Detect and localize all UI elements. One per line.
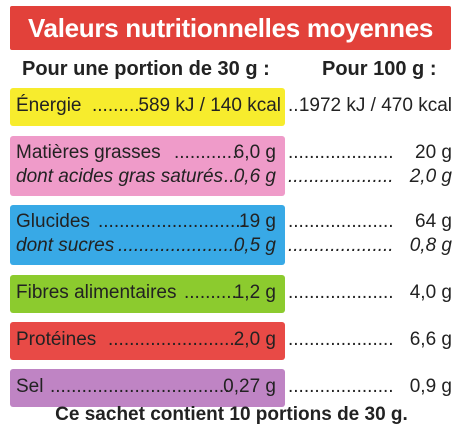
energy-per100: 1972 kJ / 470 kcal <box>298 95 452 116</box>
saturated-portion: 0,6 g <box>233 166 276 187</box>
leader-dots: ........................................… <box>288 282 392 303</box>
fibre-band <box>10 275 285 313</box>
sugars-label: dont sucres <box>16 235 115 256</box>
footer-note: Ce sachet contient 10 portions de 30 g. <box>55 404 408 425</box>
salt-row: Sel ....................................… <box>16 376 456 404</box>
leader-dots: ........................................… <box>288 211 392 232</box>
saturated-row: dont acides gras saturés .... 0,6 g ....… <box>16 166 456 194</box>
fibre-portion: 1,2 g <box>233 282 276 303</box>
energy-band <box>10 88 285 126</box>
leader-dots: ................. <box>92 95 144 116</box>
leader-dots: ........................................… <box>288 235 392 256</box>
carbs-row: Glucides ...............................… <box>16 211 456 239</box>
leader-dots: ................. <box>184 282 236 303</box>
protein-band <box>10 322 285 360</box>
leader-dots: .... <box>224 166 236 187</box>
fat-per100: 20 g <box>415 142 452 163</box>
protein-portion: 2,0 g <box>233 329 276 350</box>
leader-dots: ........................................… <box>288 142 392 163</box>
leader-dots: ........................................… <box>288 166 392 187</box>
fat-band <box>10 136 285 196</box>
leader-dots: ........................................… <box>288 376 392 397</box>
saturated-per100: 2,0 g <box>409 166 452 187</box>
fibre-per100: 4,0 g <box>409 282 452 303</box>
fat-portion: 6,0 g <box>233 142 276 163</box>
energy-row: Énergie ................. 589 kJ / 140 k… <box>16 95 456 123</box>
salt-per100: 0,9 g <box>409 376 452 397</box>
salt-label: Sel <box>16 376 44 397</box>
leader-dots: ........................................… <box>98 211 244 232</box>
header-per-portion: Pour une portion de 30 g : <box>22 58 270 80</box>
protein-label: Protéines <box>16 329 97 350</box>
sugars-portion: 0,5 g <box>233 235 276 256</box>
sugars-row: dont sucres ............................… <box>16 235 456 263</box>
energy-portion: 589 kJ / 140 kcal <box>138 95 281 116</box>
leader-dots: .................... <box>174 142 236 163</box>
protein-row: Protéines ..............................… <box>16 329 456 357</box>
sugars-per100: 0,8 g <box>409 235 452 256</box>
carbs-portion: 19 g <box>239 211 276 232</box>
leader-dots: ........................................… <box>108 329 236 350</box>
header-per-100g: Pour 100 g : <box>322 58 437 80</box>
carbs-per100: 64 g <box>415 211 452 232</box>
fat-label: Matières grasses <box>16 142 161 163</box>
energy-label: Énergie <box>16 95 82 116</box>
leader-dots: ........................................ <box>118 235 236 256</box>
salt-band <box>10 369 285 407</box>
protein-per100: 6,6 g <box>409 329 452 350</box>
saturated-label: dont acides gras saturés <box>16 166 224 187</box>
leader-dots: ........................................… <box>50 376 228 397</box>
fat-row: Matières grasses .................... 6,… <box>16 142 456 170</box>
table-title: Valeurs nutritionnelles moyennes <box>10 6 451 50</box>
fibre-row: Fibres alimentaires ................. 1,… <box>16 282 456 310</box>
leader-dots: .. <box>288 95 299 116</box>
carbs-band <box>10 205 285 265</box>
leader-dots: ........................................… <box>288 329 392 350</box>
carbs-label: Glucides <box>16 211 90 232</box>
fibre-label: Fibres alimentaires <box>16 282 177 303</box>
salt-portion: 0,27 g <box>223 376 276 397</box>
